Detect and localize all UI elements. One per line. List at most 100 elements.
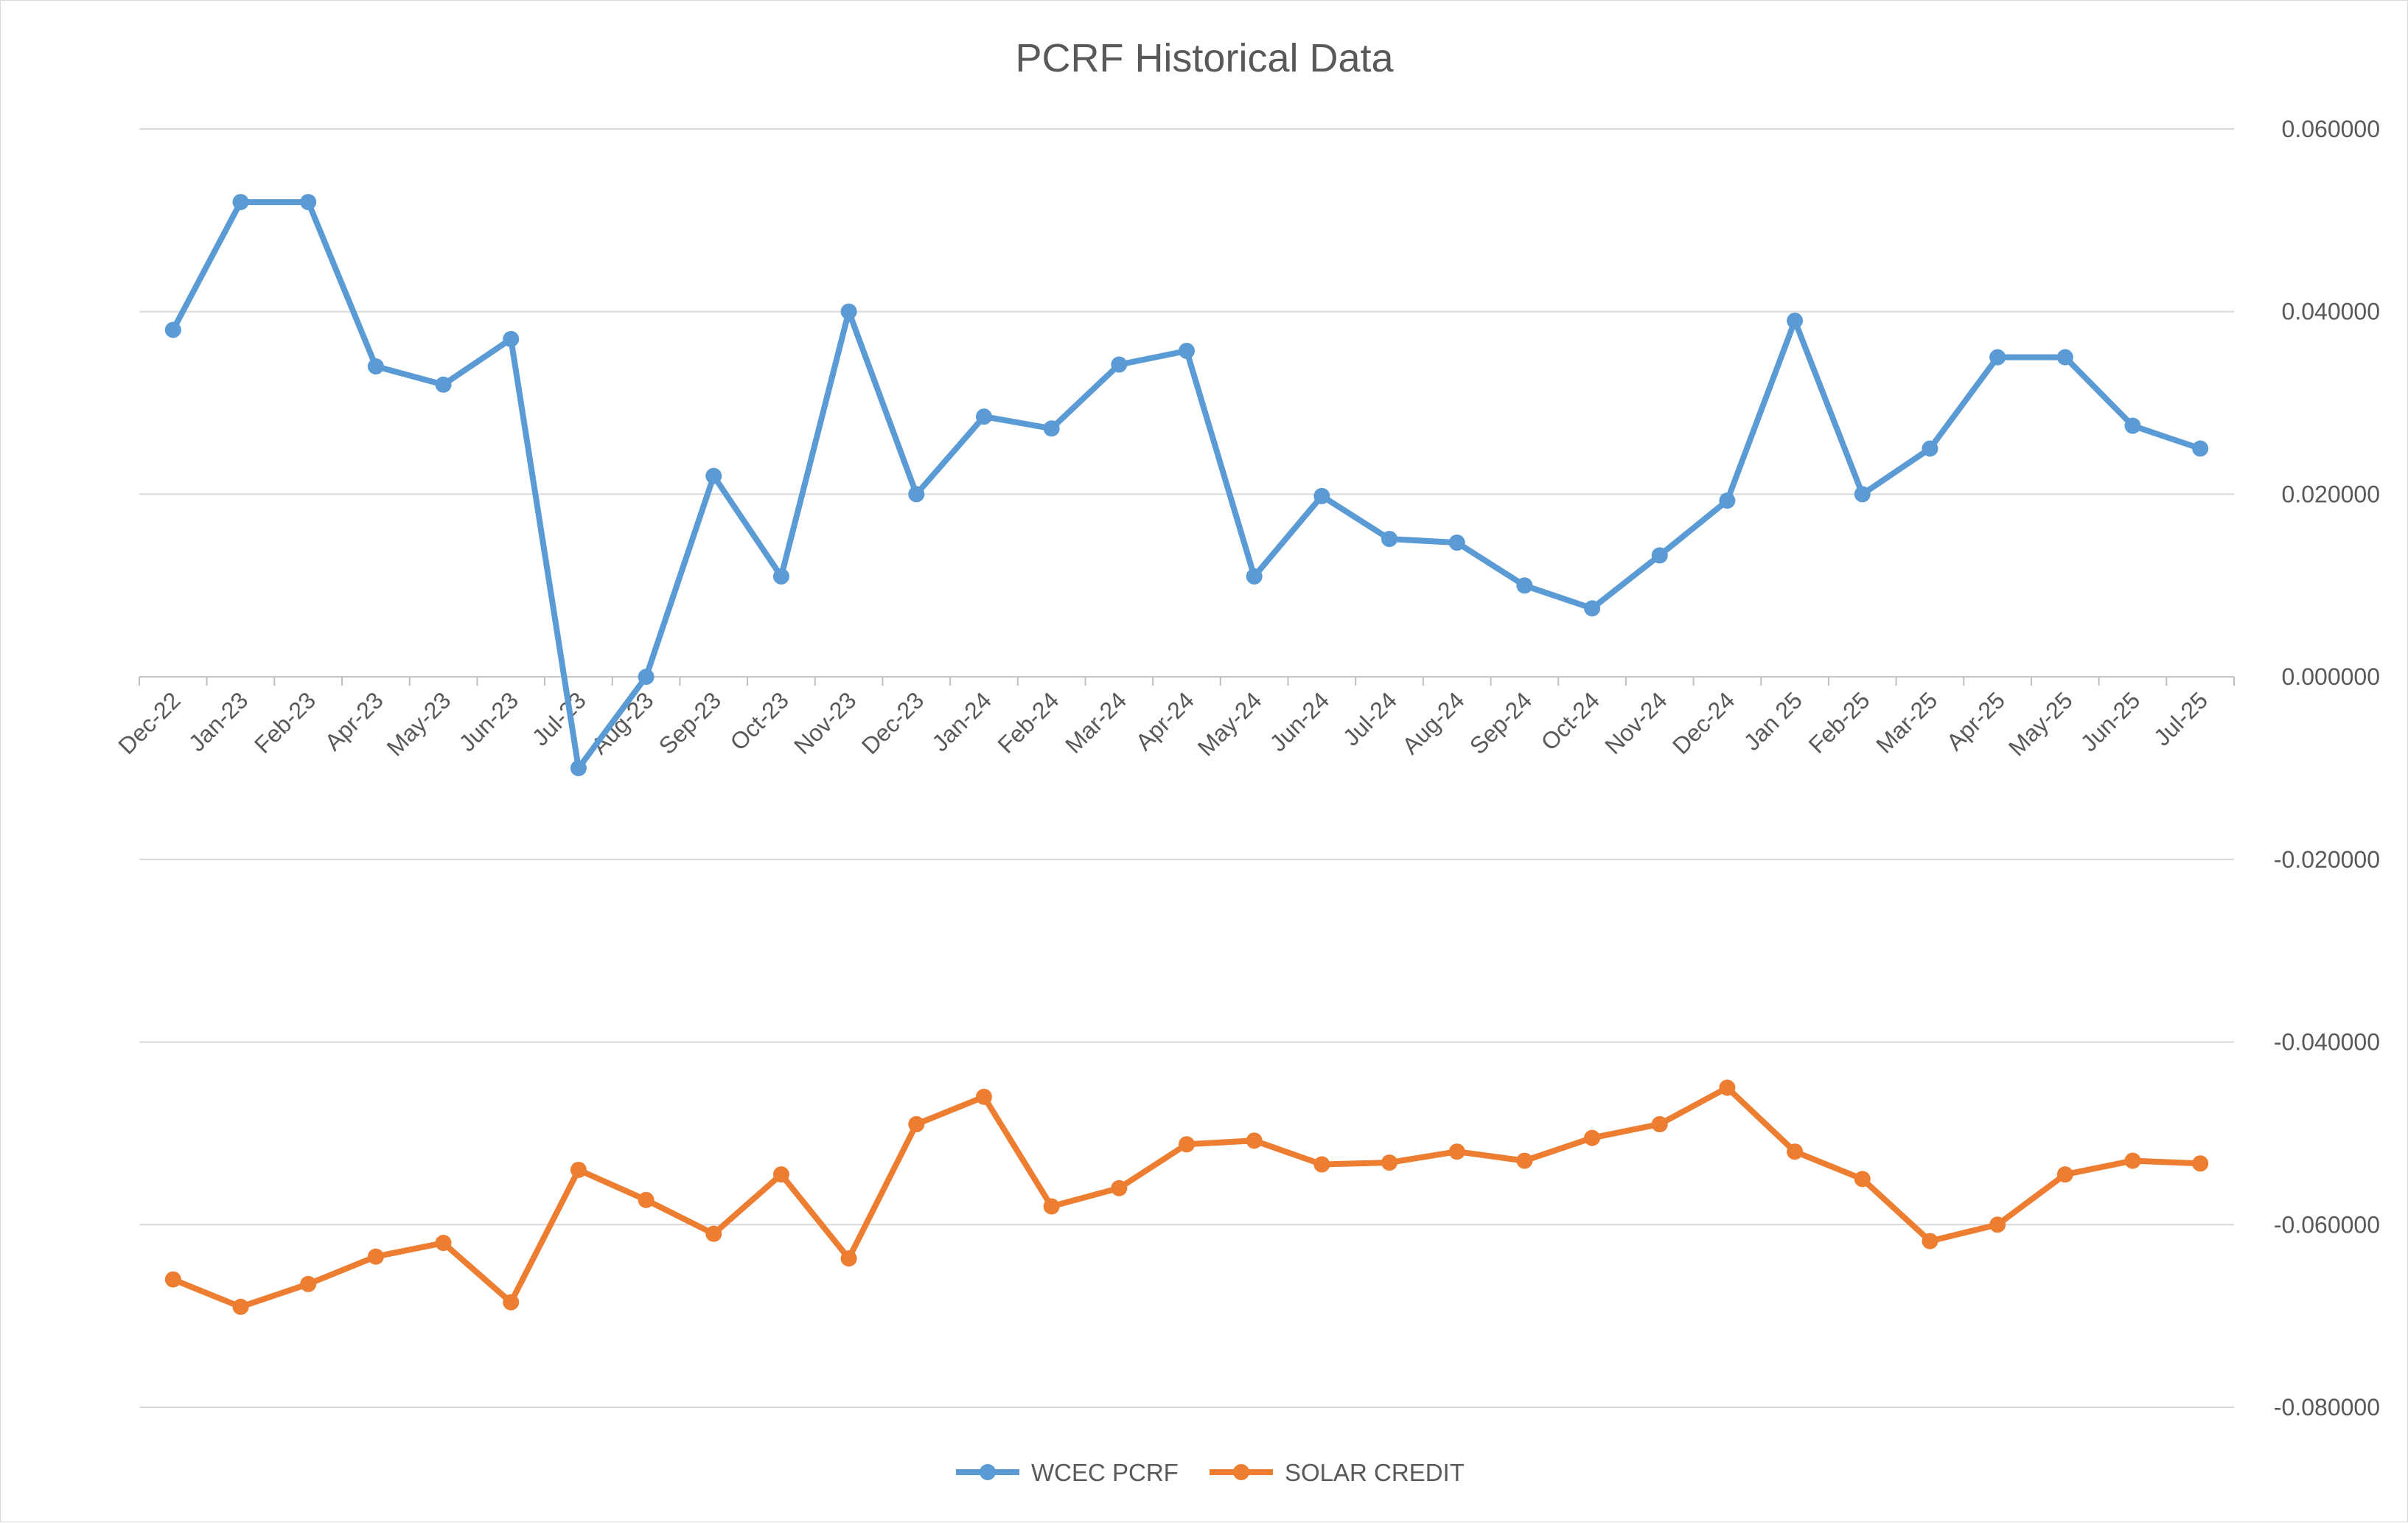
data-point <box>1584 600 1601 617</box>
data-point <box>772 1166 789 1183</box>
data-point <box>908 486 925 503</box>
data-point <box>1989 349 2006 366</box>
legend-marker <box>980 1464 996 1480</box>
data-point <box>1179 342 1195 359</box>
y-tick-label: -0.040000 <box>2274 1029 2380 1056</box>
x-tick-label: Nov-23 <box>789 687 861 759</box>
data-point <box>300 194 317 211</box>
data-point <box>1787 1143 1804 1160</box>
x-tick-label: Nov-24 <box>1599 687 1672 759</box>
series-solar-credit <box>164 1079 2209 1315</box>
y-tick-label: 0.060000 <box>2282 116 2380 142</box>
data-point <box>164 1271 181 1288</box>
data-point <box>2124 1152 2141 1169</box>
x-tick-label: Jun-23 <box>454 687 524 757</box>
x-tick-label: Jun-24 <box>1265 687 1335 757</box>
data-point <box>1381 1154 1398 1171</box>
data-point <box>570 760 587 776</box>
x-tick-label: Jan 25 <box>1739 687 1807 756</box>
gridlines <box>139 128 2234 1408</box>
data-point <box>2056 349 2073 366</box>
data-point <box>1854 1171 1871 1188</box>
data-point <box>1854 486 1871 503</box>
y-tick-label: 0.040000 <box>2282 299 2380 325</box>
data-point <box>2056 1166 2073 1183</box>
data-point <box>1989 1216 2006 1233</box>
legend-label: WCEC PCRF <box>1031 1459 1179 1486</box>
data-point <box>908 1116 925 1133</box>
y-tick-label: -0.060000 <box>2274 1211 2380 1238</box>
x-tick-label: Apr-23 <box>319 687 388 756</box>
series-wcec-pcrf <box>164 194 2209 776</box>
data-point <box>1381 531 1398 548</box>
data-point <box>1313 487 1330 504</box>
data-point <box>1651 1116 1668 1133</box>
data-point <box>1246 1132 1263 1149</box>
y-tick-label: 0.020000 <box>2282 481 2380 507</box>
x-tick-label: Jan-23 <box>184 687 254 757</box>
x-tick-label: Sep-24 <box>1465 687 1537 759</box>
data-point <box>1516 1152 1533 1169</box>
x-tick-label: May-25 <box>2003 687 2078 762</box>
data-point <box>975 408 992 425</box>
data-point <box>1651 547 1668 564</box>
data-point <box>1111 356 1128 373</box>
data-point <box>367 1248 384 1265</box>
data-point <box>840 1250 857 1267</box>
series-lines <box>164 194 2209 1315</box>
data-point <box>503 1294 520 1311</box>
x-tick-label: Mar-24 <box>1060 687 1131 759</box>
x-tick-label: May-23 <box>382 687 456 762</box>
data-point <box>232 194 249 211</box>
chart-title: PCRF Historical Data <box>1015 36 1394 80</box>
data-point <box>1922 440 1938 457</box>
data-point <box>705 1225 722 1242</box>
data-point <box>1719 1079 1736 1096</box>
x-tick-label: Oct-24 <box>1536 687 1605 756</box>
x-tick-label: Feb-25 <box>1804 687 1875 759</box>
x-tick-label: Dec-22 <box>113 687 185 759</box>
data-point <box>705 467 722 484</box>
legend-marker <box>1233 1464 1249 1480</box>
data-point <box>638 669 655 686</box>
data-point <box>164 321 181 338</box>
y-axis-tick-labels: 0.060000 0.040000 0.020000 0.000000 -0.02000… <box>2274 116 2380 1421</box>
x-tick-label: Sep-23 <box>654 687 726 759</box>
legend: WCEC PCRF SOLAR CREDIT <box>956 1459 1465 1486</box>
x-tick-label: Dec-23 <box>856 687 929 759</box>
data-point <box>1448 1143 1465 1160</box>
data-point <box>2124 417 2141 434</box>
x-tick-label: Feb-24 <box>992 687 1064 759</box>
data-point <box>1043 1198 1060 1215</box>
data-point <box>570 1161 587 1178</box>
x-tick-label: Apr-24 <box>1131 687 1199 756</box>
data-point <box>435 376 452 393</box>
x-tick-label: Aug-24 <box>1397 687 1469 759</box>
data-point <box>435 1235 452 1252</box>
data-point <box>840 303 857 320</box>
data-point <box>1246 568 1263 585</box>
data-point <box>1719 492 1736 509</box>
data-point <box>1313 1156 1330 1173</box>
x-tick-label: May-24 <box>1193 687 1267 762</box>
y-tick-label: 0.000000 <box>2282 663 2380 690</box>
data-point <box>232 1298 249 1315</box>
data-point <box>638 1191 655 1208</box>
legend-item: SOLAR CREDIT <box>1210 1459 1465 1486</box>
data-point <box>1584 1129 1601 1146</box>
x-tick-label: Jun-25 <box>2076 687 2146 757</box>
y-tick-label: -0.020000 <box>2274 846 2380 873</box>
data-point <box>1516 577 1533 594</box>
data-point <box>772 568 789 585</box>
y-tick-label: -0.080000 <box>2274 1394 2380 1421</box>
data-point <box>1787 313 1804 330</box>
x-tick-label: Jul-24 <box>1338 687 1402 751</box>
data-point <box>2192 1155 2209 1172</box>
data-point <box>367 358 384 375</box>
data-point <box>2192 440 2209 457</box>
data-point <box>1179 1136 1195 1153</box>
data-point <box>1043 420 1060 437</box>
x-tick-label: Jul-23 <box>527 687 591 751</box>
